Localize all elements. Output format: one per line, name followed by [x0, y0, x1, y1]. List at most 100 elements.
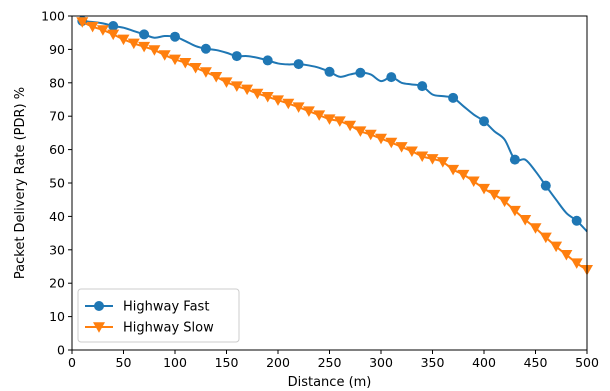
data-point-highway-slow — [488, 189, 501, 201]
data-point-highway-fast — [200, 43, 211, 54]
data-point-highway-slow — [251, 88, 264, 100]
data-point-highway-slow — [457, 169, 470, 181]
y-tick-label: 90 — [49, 42, 65, 57]
data-point-highway-slow — [127, 38, 140, 50]
x-tick-label: 100 — [163, 355, 187, 370]
y-tick-label: 70 — [49, 109, 65, 124]
data-point-highway-slow — [405, 146, 418, 157]
data-point-highway-slow — [158, 50, 171, 61]
data-point-highway-slow — [447, 164, 460, 176]
series-line-highway-slow — [81, 21, 588, 271]
y-axis-ticks: 0 10 20 30 40 50 60 70 80 90 100 — [41, 9, 72, 358]
data-point-highway-slow — [282, 98, 295, 110]
y-tick-label: 60 — [49, 142, 65, 157]
data-point-highway-slow — [333, 116, 346, 127]
legend-label-highway-slow: Highway Slow — [123, 321, 214, 336]
x-tick-label: 150 — [215, 355, 239, 370]
data-point-highway-slow — [570, 258, 583, 269]
x-tick-label: 300 — [369, 355, 393, 370]
data-point-highway-slow — [478, 183, 490, 195]
legend-entry-highway-slow: Highway Slow — [85, 321, 214, 336]
data-point-highway-slow — [498, 196, 511, 208]
data-point-highway-slow — [508, 205, 521, 217]
data-point-highway-slow — [169, 54, 181, 66]
data-point-highway-slow — [436, 157, 449, 168]
data-point-highway-slow — [560, 250, 573, 261]
legend-entry-highway-fast: Highway Fast — [85, 300, 209, 315]
x-tick-label: 400 — [472, 355, 496, 370]
x-tick-label: 200 — [266, 355, 290, 370]
y-tick-label: 10 — [49, 309, 65, 324]
x-axis-ticks: 0 50 100 150 200 250 300 350 400 450 500 — [68, 350, 599, 370]
y-axis-label: Packet Delivery Rate (PDR) % — [13, 87, 28, 279]
data-point-highway-slow — [519, 214, 532, 226]
data-point-highway-slow — [272, 95, 284, 106]
x-tick-label: 250 — [318, 355, 342, 370]
y-tick-label: 100 — [41, 9, 65, 24]
data-point-highway-slow — [467, 176, 480, 188]
data-point-highway-slow — [96, 25, 109, 36]
data-point-highway-slow — [364, 129, 377, 141]
data-point-highway-fast — [324, 66, 335, 77]
data-point-highway-slow — [241, 84, 254, 96]
data-point-highway-slow — [220, 77, 233, 88]
data-point-highway-slow — [107, 29, 120, 41]
data-point-highway-slow — [179, 57, 192, 69]
data-point-highway-slow — [86, 21, 99, 33]
data-point-highway-slow — [426, 154, 439, 165]
data-point-highway-slow — [416, 151, 429, 162]
data-point-highway-fast — [386, 72, 397, 83]
data-point-highway-slow — [395, 142, 408, 153]
data-point-highway-slow — [292, 102, 305, 113]
y-tick-label: 40 — [49, 209, 65, 224]
data-point-highway-slow — [323, 114, 336, 125]
y-tick-label: 20 — [49, 276, 65, 291]
data-point-highway-fast — [108, 21, 119, 32]
x-tick-label: 50 — [116, 355, 132, 370]
data-point-highway-fast — [448, 92, 459, 103]
y-tick-label: 0 — [57, 343, 65, 358]
x-axis-label: Distance (m) — [288, 375, 372, 390]
legend-box — [77, 288, 240, 343]
data-point-highway-slow — [529, 223, 542, 234]
data-point-highway-fast — [479, 116, 489, 127]
series-highway-fast — [77, 16, 588, 233]
data-point-highway-slow — [261, 92, 274, 103]
data-point-highway-slow — [385, 137, 398, 149]
data-point-highway-slow — [354, 126, 367, 137]
x-tick-label: 0 — [68, 355, 76, 370]
data-point-highway-slow — [539, 232, 552, 244]
x-tick-label: 500 — [575, 355, 599, 370]
y-tick-label: 80 — [49, 75, 65, 90]
data-point-highway-slow — [76, 17, 89, 28]
data-point-highway-fast — [139, 29, 150, 40]
data-point-highway-slow — [189, 62, 202, 74]
data-point-highway-slow — [210, 71, 223, 83]
series-line-highway-fast — [82, 20, 588, 233]
data-point-highway-fast — [231, 51, 242, 62]
y-tick-label: 30 — [49, 242, 65, 257]
data-point-highway-fast — [170, 31, 180, 42]
data-point-highway-slow — [344, 120, 357, 132]
data-point-highway-slow — [199, 67, 212, 78]
data-point-highway-fast — [509, 154, 520, 165]
data-point-highway-slow — [302, 106, 315, 117]
data-point-highway-slow — [550, 241, 563, 253]
data-point-highway-fast — [571, 215, 582, 226]
data-point-highway-slow — [375, 133, 387, 145]
data-point-highway-fast — [262, 55, 273, 66]
legend-marker-highway-slow — [93, 322, 105, 333]
legend: Highway Fast Highway Slow — [77, 288, 240, 343]
data-point-highway-slow — [313, 110, 326, 121]
data-point-highway-fast — [540, 180, 551, 191]
data-point-highway-slow — [138, 41, 151, 53]
data-point-highway-slow — [148, 45, 161, 56]
data-point-highway-fast — [417, 81, 428, 92]
data-point-highway-slow — [230, 81, 243, 92]
legend-marker-highway-fast — [94, 301, 104, 311]
series-highway-slow — [76, 17, 593, 276]
data-point-highway-fast — [355, 67, 366, 78]
data-point-highway-slow — [117, 34, 130, 46]
plot-area — [76, 16, 593, 276]
